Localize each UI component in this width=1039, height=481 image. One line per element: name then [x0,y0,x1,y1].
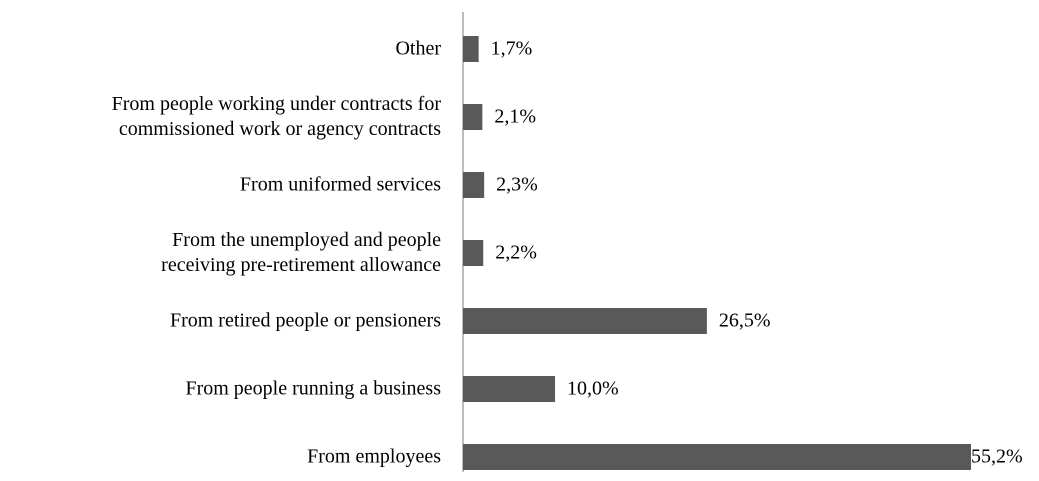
bar [463,376,556,402]
value-label: 2,3% [496,174,538,196]
bar [463,36,479,62]
category-label: From people running a business [185,378,441,400]
bar [463,104,483,130]
category-label: From employees [307,446,441,468]
category-label: Other [395,38,441,60]
category-label: From people working under contracts for [112,93,442,115]
category-label: commissioned work or agency contracts [119,118,441,140]
value-label: 10,0% [567,378,619,400]
category-label: From retired people or pensioners [170,310,441,332]
bar [463,172,485,198]
value-label: 26,5% [719,310,771,332]
category-label: receiving pre-retirement allowance [161,254,441,276]
bar [463,308,707,334]
value-label: 55,2% [971,446,1023,468]
value-label: 2,1% [494,106,536,128]
value-label: 2,2% [495,242,537,264]
bar [463,444,971,470]
value-label: 1,7% [491,38,533,60]
category-label: From the unemployed and people [172,229,441,251]
category-label: From uniformed services [240,174,441,196]
bar [463,240,484,266]
